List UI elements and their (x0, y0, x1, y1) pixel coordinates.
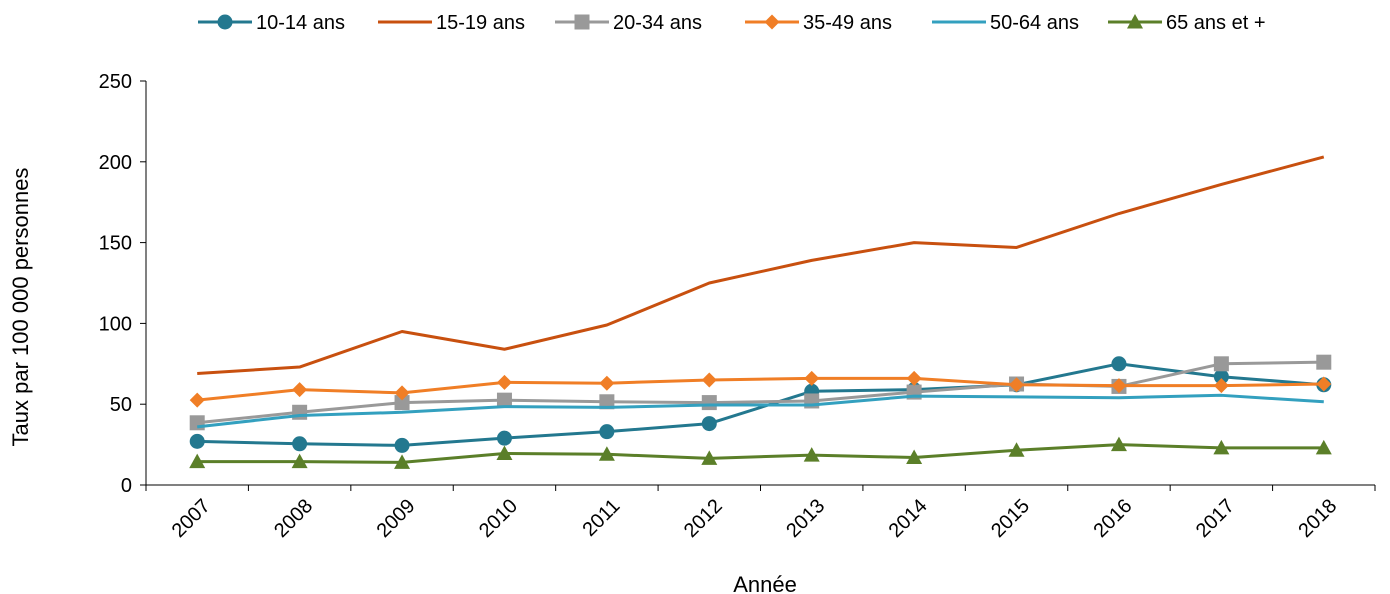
y-tick-label: 200 (99, 152, 132, 174)
data-point (1213, 378, 1229, 394)
series-line (197, 362, 1324, 447)
data-point (701, 416, 717, 432)
x-tick-label: 2012 (680, 495, 727, 542)
data-point (189, 415, 205, 431)
data-point (1316, 376, 1332, 392)
series-50-64-ans (197, 393, 1324, 429)
data-point (1213, 369, 1229, 385)
series-group (189, 155, 1332, 469)
legend-item: 10-14 ans (198, 12, 345, 34)
legend-item: 35-49 ans (745, 12, 892, 34)
legend-label: 20-34 ans (613, 12, 702, 34)
data-point (1213, 439, 1230, 455)
series-line (197, 393, 1324, 429)
data-point (1009, 377, 1025, 393)
y-tick-label: 100 (99, 313, 132, 335)
data-point (599, 375, 615, 391)
series-line (197, 360, 1324, 425)
data-point (189, 433, 205, 449)
series-65-ans-et- (189, 436, 1332, 469)
legend: 10-14 ans 15-19 ans 20-34 ans 35-49 ans 50-6… (198, 12, 1266, 34)
series-35-49-ans (189, 370, 1332, 408)
y-tick-label: 0 (121, 475, 132, 497)
x-tick-label: 2017 (1192, 495, 1239, 542)
data-point (1110, 436, 1127, 452)
x-tick-label: 2008 (270, 495, 317, 542)
y-axis-label: Taux par 100 000 personnes (8, 168, 33, 447)
legend-item: 50-64 ans (932, 12, 1079, 34)
data-point (496, 374, 512, 390)
y-tick-label: 150 (99, 233, 132, 255)
x-tick-label: 2018 (1294, 495, 1341, 542)
legend-item: 65 ans et + (1108, 12, 1266, 34)
data-point (1315, 439, 1332, 455)
y-tick-label: 50 (110, 394, 132, 416)
series-line (197, 376, 1324, 402)
data-point (701, 450, 718, 465)
legend-marker (764, 14, 780, 30)
x-tick-label: 2007 (168, 495, 215, 542)
legend-label: 10-14 ans (256, 12, 345, 34)
data-point (394, 385, 410, 401)
data-point (804, 370, 820, 386)
legend-marker (574, 14, 590, 30)
data-point (394, 454, 411, 469)
x-tick-label: 2015 (987, 495, 1034, 542)
data-point (906, 449, 923, 465)
axes: 0 50 100 150 200 250 2007 2008 2009 2010 2011 2012 2… (99, 71, 1376, 542)
data-point (598, 446, 615, 461)
data-point (496, 430, 512, 446)
series-15-19-ans (197, 155, 1325, 375)
x-tick-label: 2014 (885, 495, 932, 542)
data-point (291, 453, 308, 469)
data-point (292, 436, 308, 452)
legend-label: 35-49 ans (803, 12, 892, 34)
x-tick-label: 2013 (782, 495, 829, 542)
data-point (701, 372, 717, 388)
legend-label: 15-19 ans (436, 12, 525, 34)
legend-item: 20-34 ans (555, 12, 702, 34)
data-point (599, 424, 615, 440)
data-point (189, 453, 206, 469)
data-point (292, 382, 308, 398)
data-point (1111, 356, 1127, 372)
x-tick-label: 2016 (1089, 495, 1136, 542)
x-tick-label: 2010 (475, 495, 522, 542)
data-point (496, 445, 513, 460)
legend-label: 65 ans et + (1166, 12, 1266, 34)
series-line (197, 155, 1325, 375)
data-point (803, 447, 820, 462)
data-point (394, 437, 410, 453)
data-point (906, 370, 922, 386)
x-tick-label: 2009 (373, 495, 420, 542)
data-point (701, 395, 717, 411)
legend-item: 15-19 ans (378, 12, 525, 34)
data-point (1213, 356, 1229, 372)
data-point (189, 392, 205, 408)
data-point (1111, 378, 1127, 394)
data-point (599, 394, 615, 410)
data-point (1316, 354, 1332, 370)
data-point (496, 392, 512, 408)
legend-marker (217, 14, 233, 30)
series-line (197, 443, 1324, 464)
y-tick-label: 250 (99, 71, 132, 93)
data-point (1008, 442, 1025, 457)
legend-label: 50-64 ans (990, 12, 1079, 34)
x-tick-label: 2011 (578, 495, 624, 541)
legend-marker (1127, 14, 1143, 29)
data-point (394, 395, 410, 411)
x-axis-label: Année (733, 572, 797, 594)
